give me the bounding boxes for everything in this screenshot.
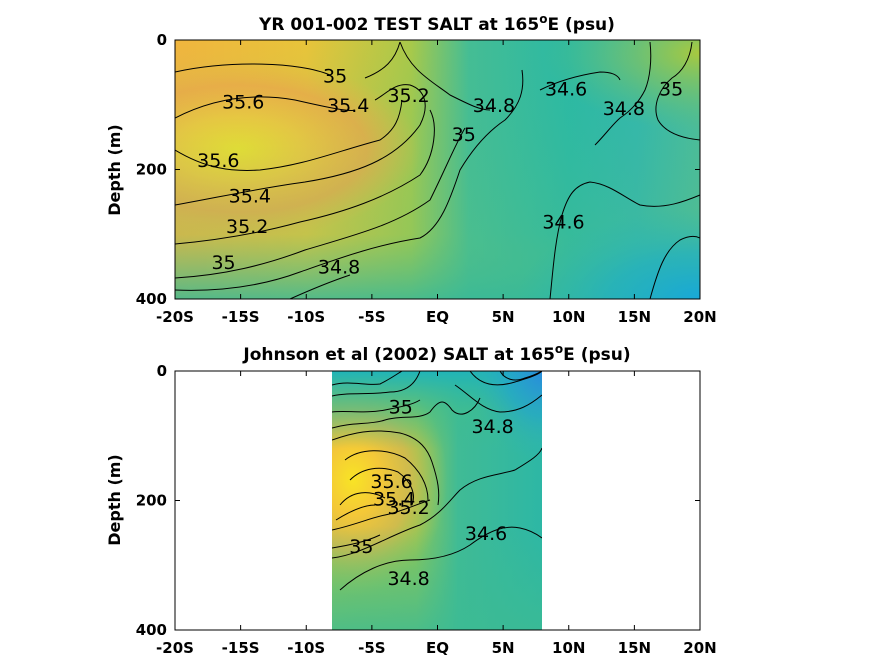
chart-title-bottom: Johnson et al (2002) SALT at 165oE (psu) [242, 342, 630, 365]
contour-label-top: 35 [659, 79, 683, 101]
contour-labels-bottom: 35 34.8 35.635.435.2 35 34.6 34.8 [349, 397, 514, 591]
x-tick-label-top: -5S [358, 308, 385, 326]
contour-label-top: 35.6 [197, 150, 239, 172]
contour-label-bottom: 35.6 [370, 471, 412, 493]
contour-label-top: 35 [211, 252, 235, 274]
x-tick-label-bottom: 20N [683, 639, 716, 656]
y-tick-label-top: 0 [157, 31, 167, 49]
contour-label-top: 34.8 [318, 257, 360, 279]
panel-top: 35 35.6 35.4 35.2 34.8 34.6 34.8 35 35 35.6 35.4 35… [105, 12, 717, 326]
contour-label-top: 35.2 [226, 216, 268, 238]
salinity-field-bottom [332, 371, 542, 630]
contour-lines-top [175, 41, 700, 299]
x-tick-label-top: 15N [618, 308, 651, 326]
x-tick-label-bottom: EQ [426, 639, 449, 656]
contour-label-bottom: 34.8 [387, 568, 429, 590]
x-tick-label-bottom: -10S [287, 639, 325, 656]
x-tick-label-top: 5N [492, 308, 515, 326]
x-tick-label-top: 20N [683, 308, 716, 326]
y-tick-label-bottom: 0 [157, 362, 167, 380]
contour-label-top: 35.6 [222, 92, 264, 114]
contour-label-bottom: 34.8 [471, 416, 513, 438]
y-ticks-top: 0 200 400 [136, 31, 700, 308]
salinity-field-top [175, 40, 700, 299]
contour-label-bottom: 34.6 [465, 523, 507, 545]
y-axis-label-top: Depth (m) [105, 124, 124, 216]
x-tick-label-bottom: -20S [156, 639, 194, 656]
contour-label-bottom: 35 [349, 536, 373, 558]
y-tick-label-bottom: 400 [136, 621, 167, 639]
contour-label-top: 35.2 [387, 85, 429, 107]
contour-label-top: 35.4 [229, 185, 271, 207]
contour-lines-bottom [332, 371, 542, 591]
contour-label-top: 34.6 [542, 211, 584, 233]
x-ticks-top: -20S -15S -10S -5S EQ 5N 10N 15N 20N [156, 40, 717, 326]
contour-label-top: 34.6 [545, 79, 587, 101]
x-tick-label-bottom: 5N [492, 639, 515, 656]
x-tick-label-top: 10N [552, 308, 585, 326]
panel-bottom: 35 34.8 35.635.435.2 35 34.6 34.8 -20S -15S -10… [105, 342, 717, 656]
contour-label-top: 34.8 [603, 98, 645, 120]
x-tick-label-bottom: 15N [618, 639, 651, 656]
x-tick-label-top: -20S [156, 308, 194, 326]
x-tick-label-bottom: 10N [552, 639, 585, 656]
contour-label-top: 35 [323, 66, 347, 88]
y-tick-label-top: 400 [136, 290, 167, 308]
y-axis-label-bottom: Depth (m) [105, 454, 124, 546]
x-tick-label-top: -15S [222, 308, 260, 326]
y-ticks-bottom: 0 200 400 [136, 362, 700, 639]
contour-label-top: 35.4 [327, 95, 369, 117]
x-tick-label-bottom: -15S [222, 639, 260, 656]
contour-label-top: 35 [452, 124, 476, 146]
x-tick-label-top: -10S [287, 308, 325, 326]
y-tick-label-top: 200 [136, 161, 167, 179]
x-tick-label-bottom: -5S [358, 639, 385, 656]
chart-title-top: YR 001-002 TEST SALT at 165oE (psu) [258, 12, 615, 35]
y-tick-label-bottom: 200 [136, 492, 167, 510]
x-ticks-bottom: -20S -15S -10S -5S EQ 5N 10N 15N 20N [156, 371, 717, 656]
contour-label-bottom: 35.2 [387, 497, 429, 519]
contour-labels-top: 35 35.6 35.4 35.2 34.8 34.6 34.8 35 35 35.6 35.4 35… [197, 66, 683, 279]
contour-label-bottom: 35.4 [373, 489, 415, 511]
contour-label-bottom: 35 [389, 397, 413, 419]
contour-label-top: 34.8 [473, 95, 515, 117]
x-tick-label-top: EQ [426, 308, 449, 326]
